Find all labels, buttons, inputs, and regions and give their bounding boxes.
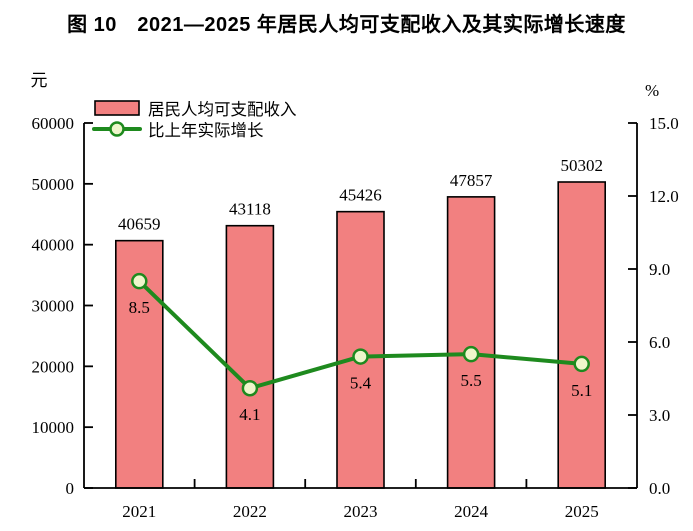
legend-line-marker-icon [109, 121, 125, 137]
x-category-label-2024: 2024 [454, 502, 489, 521]
left-axis-tick-label: 0 [66, 479, 75, 498]
growth-value-label-2023: 5.4 [350, 374, 372, 393]
chart-title: 图 10 2021—2025 年居民人均可支配收入及其实际增长速度 [67, 14, 626, 36]
right-axis-unit-label: % [645, 81, 659, 100]
right-axis-tick-label: 3.0 [649, 406, 670, 425]
growth-marker-2022 [241, 379, 259, 397]
right-axis-tick-label: 6.0 [649, 333, 670, 352]
plot-layer: 40659 43118 45426 47857 50302 60000 50000 40000… [32, 114, 679, 521]
bar-value-label-2024: 47857 [450, 171, 493, 190]
bar-2025 [557, 181, 607, 489]
growth-value-label-2025: 5.1 [571, 381, 592, 400]
bar-2022 [225, 224, 275, 489]
x-category-label-2021: 2021 [122, 502, 156, 521]
bar-value-label-2025: 50302 [560, 156, 603, 175]
x-category-label-2023: 2023 [344, 502, 378, 521]
growth-value-label-2021: 8.5 [129, 298, 150, 317]
x-category-label-2022: 2022 [233, 502, 267, 521]
right-axis-tick-label: 9.0 [649, 260, 670, 279]
legend-bar-label: 居民人均可支配收入 [148, 100, 297, 119]
left-axis-tick-label: 40000 [32, 236, 75, 255]
legend-line-label: 比上年实际增长 [148, 121, 264, 140]
left-axis-tick-label: 30000 [32, 297, 75, 316]
bar-2021 [115, 239, 164, 489]
legend-bar-swatch-icon [94, 100, 140, 116]
left-axis-unit-label: 元 [31, 71, 48, 90]
bar-2024 [446, 196, 496, 489]
growth-marker-2025 [573, 355, 590, 373]
left-axis-tick-label: 60000 [32, 114, 75, 133]
right-axis-tick-label: 12.0 [649, 187, 679, 206]
right-axis-tick-label: 15.0 [649, 114, 679, 133]
growth-value-label-2022: 4.1 [239, 405, 260, 424]
right-axis-tick-label: 0.0 [649, 479, 670, 498]
left-axis-tick-label: 20000 [32, 357, 75, 376]
bar-value-label-2021: 40659 [118, 215, 161, 234]
growth-marker-2023 [352, 348, 369, 365]
growth-value-label-2024: 5.5 [460, 371, 481, 390]
bar-value-label-2022: 43118 [229, 200, 271, 219]
x-category-label-2025: 2025 [565, 502, 599, 521]
left-axis-tick-label: 10000 [32, 418, 75, 437]
growth-marker-2024 [462, 345, 480, 363]
legend: 居民人均可支配收入 比上年实际增长 [92, 100, 297, 140]
bar-value-label-2023: 45426 [339, 186, 382, 205]
left-axis-tick-label: 50000 [32, 175, 75, 194]
legend-swatches [92, 100, 142, 137]
growth-marker-2021 [131, 272, 148, 290]
